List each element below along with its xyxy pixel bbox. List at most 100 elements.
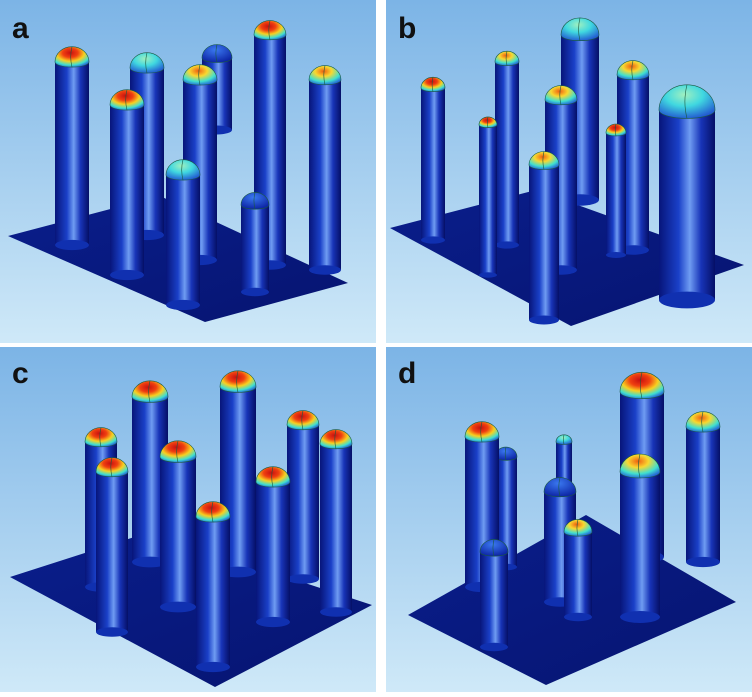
pillar-foot xyxy=(256,616,290,628)
pillar xyxy=(165,159,201,311)
cap-line xyxy=(563,434,565,445)
pillar-foot xyxy=(421,236,445,244)
pillar-cap xyxy=(253,20,287,41)
pillar-cap xyxy=(494,446,518,461)
pillar xyxy=(95,457,129,637)
pillar-foot xyxy=(529,315,559,325)
cap-line xyxy=(614,123,617,137)
cap-line xyxy=(215,44,218,63)
pillar xyxy=(420,76,446,244)
pillar xyxy=(286,410,320,584)
pillar-cap xyxy=(319,429,353,450)
pillar-foot xyxy=(686,556,720,568)
cap-line xyxy=(125,89,128,111)
cap-line xyxy=(268,20,271,40)
cap-line xyxy=(99,427,102,447)
pillar xyxy=(494,50,520,249)
cap-line xyxy=(271,466,274,488)
pillar-cap xyxy=(560,17,600,41)
pillar-cap xyxy=(219,370,257,393)
pillar-body xyxy=(421,88,445,240)
pillar-cap xyxy=(658,84,716,119)
pillar-foot xyxy=(132,556,168,568)
panel: a xyxy=(0,0,376,343)
pillar-foot xyxy=(480,642,508,652)
pillar-cap xyxy=(131,380,169,403)
pillar-cap xyxy=(201,44,233,63)
cap-line xyxy=(211,501,214,523)
pillar-foot xyxy=(479,272,497,278)
pillar-cap xyxy=(195,501,231,523)
pillar-cap xyxy=(479,539,509,557)
pillar-body xyxy=(686,427,720,562)
pillar xyxy=(658,84,716,309)
pillar-foot xyxy=(320,607,352,617)
pillar-body xyxy=(309,80,341,270)
pillar-foot xyxy=(659,291,715,309)
pillar-cap xyxy=(165,159,201,181)
cap-line xyxy=(181,159,184,181)
cap-line xyxy=(684,84,688,119)
cap-line xyxy=(492,539,495,557)
pillar-cap xyxy=(240,192,270,210)
pillar-foot xyxy=(241,287,269,297)
pillar xyxy=(195,501,231,673)
pillar-body xyxy=(606,133,626,255)
panel-label: c xyxy=(12,357,29,390)
pillar-cap xyxy=(159,440,197,463)
pillar-body xyxy=(160,457,196,607)
cap-line xyxy=(578,17,581,41)
cap-line xyxy=(323,65,326,85)
pillar xyxy=(605,123,627,258)
cap-line xyxy=(198,64,201,86)
pillar-body xyxy=(196,517,230,667)
pillar-cap xyxy=(420,76,446,92)
pillar xyxy=(308,65,342,275)
pillar-foot xyxy=(110,269,144,281)
pillar-foot xyxy=(564,612,592,622)
pillar xyxy=(478,116,498,278)
pillar xyxy=(479,539,509,652)
pillar-cap xyxy=(182,64,218,86)
cap-line xyxy=(70,46,73,68)
cap-line xyxy=(576,519,579,537)
pillar-foot xyxy=(196,661,230,673)
cap-line xyxy=(145,52,148,74)
cap-line xyxy=(431,77,434,92)
pillar-foot xyxy=(309,265,341,275)
pillar-cap xyxy=(129,52,165,74)
pillar-body xyxy=(620,472,660,617)
pillar-body xyxy=(495,457,517,567)
cap-line xyxy=(505,51,508,66)
pillar-cap xyxy=(464,421,500,443)
cap-line xyxy=(638,453,641,479)
cap-line xyxy=(631,60,634,80)
pillar-body xyxy=(495,62,519,245)
pillar xyxy=(619,453,661,623)
pillar xyxy=(685,411,721,568)
panel-label: a xyxy=(12,12,29,45)
panel-label: b xyxy=(398,12,416,45)
pillar-cap xyxy=(605,123,627,137)
cap-line xyxy=(480,421,483,443)
pillar-foot xyxy=(495,241,519,249)
pillar-body xyxy=(55,62,89,245)
pillar-cap xyxy=(619,371,665,399)
pillar-cap xyxy=(95,457,129,478)
cap-line xyxy=(640,372,643,399)
cap-line xyxy=(176,440,179,463)
panel-label: d xyxy=(398,357,416,390)
pillar-cap xyxy=(84,427,118,448)
pillar-cap xyxy=(478,116,498,128)
pillar-cap xyxy=(619,453,661,479)
pillar-body xyxy=(564,532,592,617)
pillar-body xyxy=(480,552,508,647)
pillar-cap xyxy=(494,50,520,66)
pillar-body xyxy=(241,205,269,292)
pillar-cap xyxy=(308,65,342,86)
pillar-body xyxy=(287,425,319,579)
pillar-cap xyxy=(255,466,291,488)
pillar-cap xyxy=(528,151,560,170)
cap-line xyxy=(236,370,239,393)
